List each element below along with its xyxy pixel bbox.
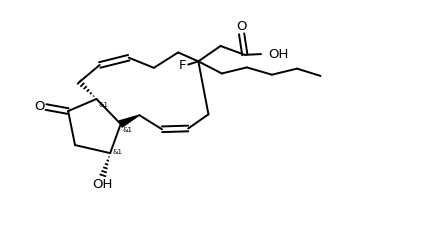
Text: O: O bbox=[34, 100, 45, 113]
Text: &1: &1 bbox=[99, 102, 109, 108]
Text: O: O bbox=[236, 20, 247, 33]
Text: &1: &1 bbox=[123, 127, 133, 133]
Text: OH: OH bbox=[92, 178, 112, 191]
Polygon shape bbox=[119, 115, 139, 127]
Text: OH: OH bbox=[268, 48, 288, 61]
Text: &1: &1 bbox=[112, 149, 122, 155]
Text: F: F bbox=[179, 59, 187, 72]
